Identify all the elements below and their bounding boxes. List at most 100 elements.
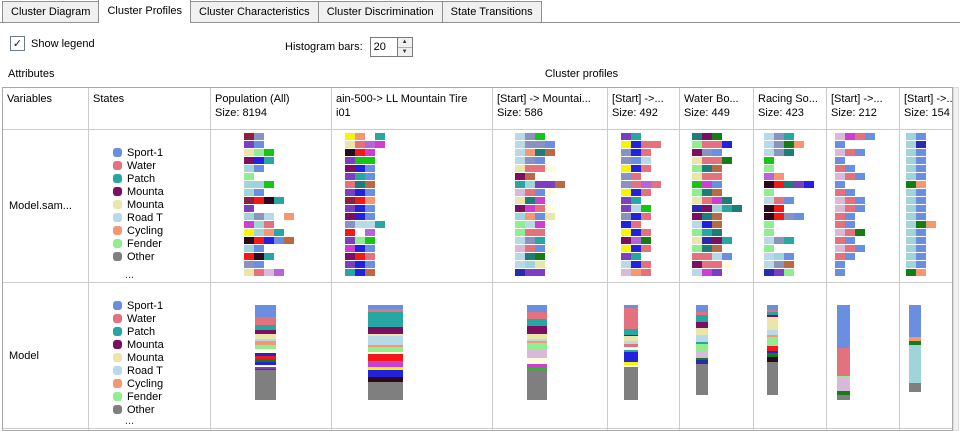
- cluster-cell-c586[interactable]: [493, 283, 608, 429]
- header-cell-c449[interactable]: Water Bo... Size: 449: [680, 88, 754, 130]
- stacked-bar-segment: [255, 359, 276, 362]
- cluster-cell-c423[interactable]: [754, 283, 827, 429]
- header-cell-c586[interactable]: [Start] -> Mountai... Size: 586: [493, 88, 608, 130]
- histogram-strip: [692, 269, 753, 276]
- tab-cluster-characteristics[interactable]: Cluster Characteristics: [190, 1, 319, 22]
- histogram-bars-value[interactable]: 20: [373, 41, 386, 53]
- cluster-cell-c423[interactable]: [754, 130, 827, 283]
- legend-item: Water: [113, 159, 210, 172]
- cluster-cell-mt[interactable]: [332, 283, 493, 429]
- header-line1: [Start] ->...: [831, 93, 883, 105]
- histogram-segment: [244, 165, 254, 172]
- header-cell-mt[interactable]: ain-500-> LL Mountain Tire i01: [332, 88, 493, 130]
- histogram-strips: [680, 130, 753, 276]
- histogram-segment: [641, 165, 651, 172]
- histogram-strip: [515, 133, 607, 140]
- histogram-segment: [515, 173, 525, 180]
- stacked-bar-segment: [624, 367, 638, 400]
- cluster-cell-c449[interactable]: [680, 283, 754, 429]
- histogram-segment: [784, 149, 794, 156]
- histogram-strip: [835, 173, 899, 180]
- histogram-segment: [784, 197, 794, 204]
- cluster-cell-c492[interactable]: [608, 130, 680, 283]
- histogram-segment: [916, 149, 926, 156]
- header-cell-c492[interactable]: [Start] ->... Size: 492: [608, 88, 680, 130]
- spinner-up-button[interactable]: ▲: [397, 38, 412, 48]
- tab-state-transitions[interactable]: State Transitions: [441, 1, 542, 22]
- header-cell-variables: Variables: [3, 88, 89, 130]
- legend-item-label: Sport-1: [127, 146, 164, 159]
- header-line1: Racing So...: [758, 93, 818, 105]
- histogram-segment: [712, 213, 722, 220]
- header-cell-c154[interactable]: [Start] ->... Size: 154: [900, 88, 952, 130]
- histogram-segment: [555, 181, 565, 188]
- stacked-bar-segment: [527, 369, 547, 400]
- stacked-bar-segment: [368, 361, 403, 367]
- cluster-cell-c449[interactable]: [680, 130, 754, 283]
- stacked-bar-segment: [368, 305, 403, 309]
- histogram-segment: [631, 189, 641, 196]
- show-legend-checkbox[interactable]: ✓ Show legend: [10, 36, 95, 51]
- histogram-strip: [692, 229, 753, 236]
- grid-header-row: Variables States Population (All) Size: 819…: [3, 88, 952, 130]
- histogram-bars-spinner[interactable]: 20 ▲ ▼: [369, 37, 413, 57]
- stacked-bar-segment: [255, 334, 276, 339]
- histogram-strip: [621, 149, 679, 156]
- histogram-segment: [621, 205, 631, 212]
- histogram-segment: [845, 165, 855, 172]
- histogram-segment: [345, 173, 355, 180]
- stacked-bar-segment: [368, 370, 403, 377]
- cluster-cell-c154[interactable]: [900, 283, 952, 429]
- cluster-cell-mt[interactable]: [332, 130, 493, 283]
- legend-more-ellipsis[interactable]: ...: [124, 269, 135, 281]
- tab-cluster-diagram[interactable]: Cluster Diagram: [2, 1, 100, 22]
- histogram-strip: [906, 205, 952, 212]
- stacked-bar-segment: [696, 351, 708, 358]
- histogram-segment: [621, 197, 631, 204]
- tab-cluster-discrimination[interactable]: Cluster Discrimination: [317, 1, 443, 22]
- legend-item-label: Fender: [127, 237, 162, 250]
- histogram-segment: [355, 221, 365, 228]
- histogram-segment: [631, 261, 641, 268]
- histogram-segment: [764, 141, 774, 148]
- histogram-strips: [211, 130, 331, 276]
- cluster-cell-c154[interactable]: [900, 130, 952, 283]
- histogram-segment: [641, 189, 651, 196]
- cluster-cell-c586[interactable]: [493, 130, 608, 283]
- histogram-segment: [692, 165, 702, 172]
- histogram-segment: [345, 205, 355, 212]
- histogram-segment: [641, 229, 651, 236]
- histogram-segment: [274, 213, 284, 220]
- header-line1: States: [93, 93, 125, 105]
- histogram-segment: [732, 205, 742, 212]
- legend-more-ellipsis[interactable]: ...: [124, 415, 135, 427]
- histogram-segment: [855, 149, 865, 156]
- stacked-bar-segment: [767, 353, 778, 357]
- histogram-segment: [702, 261, 712, 268]
- histogram-segment: [515, 149, 525, 156]
- histogram-segment: [345, 181, 355, 188]
- cluster-cell-c212[interactable]: [827, 130, 900, 283]
- histogram-strip: [692, 245, 753, 252]
- spinner-down-button[interactable]: ▼: [397, 47, 412, 56]
- cluster-cell-pop[interactable]: [211, 130, 332, 283]
- clipped-cell: [827, 429, 900, 430]
- histogram-strip: [345, 173, 492, 180]
- header-cell-c212[interactable]: [Start] ->... Size: 212: [827, 88, 900, 130]
- histogram-segment: [641, 237, 651, 244]
- histogram-strip: [515, 173, 607, 180]
- histogram-strip: [764, 133, 826, 140]
- histogram-segment: [764, 245, 774, 252]
- cluster-cell-c212[interactable]: [827, 283, 900, 429]
- header-cell-pop[interactable]: Population (All) Size: 8194: [211, 88, 332, 130]
- stacked-bar-segment: [255, 305, 276, 317]
- cluster-cell-pop[interactable]: [211, 283, 332, 429]
- tab-cluster-profiles[interactable]: Cluster Profiles: [98, 0, 192, 23]
- histogram-segment: [254, 181, 264, 188]
- vertical-scrollbar[interactable]: [953, 87, 959, 431]
- cluster-cell-c492[interactable]: [608, 283, 680, 429]
- histogram-segment: [865, 133, 875, 140]
- histogram-segment: [631, 181, 641, 188]
- histogram-strip: [621, 165, 679, 172]
- header-cell-c423[interactable]: Racing So... Size: 423: [754, 88, 827, 130]
